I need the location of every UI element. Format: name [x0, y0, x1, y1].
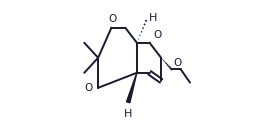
Text: O: O [85, 83, 93, 93]
Text: H: H [149, 13, 157, 24]
Text: O: O [173, 58, 182, 68]
Text: O: O [108, 14, 116, 24]
Polygon shape [126, 73, 137, 103]
Text: O: O [153, 30, 161, 39]
Text: H: H [123, 109, 132, 119]
